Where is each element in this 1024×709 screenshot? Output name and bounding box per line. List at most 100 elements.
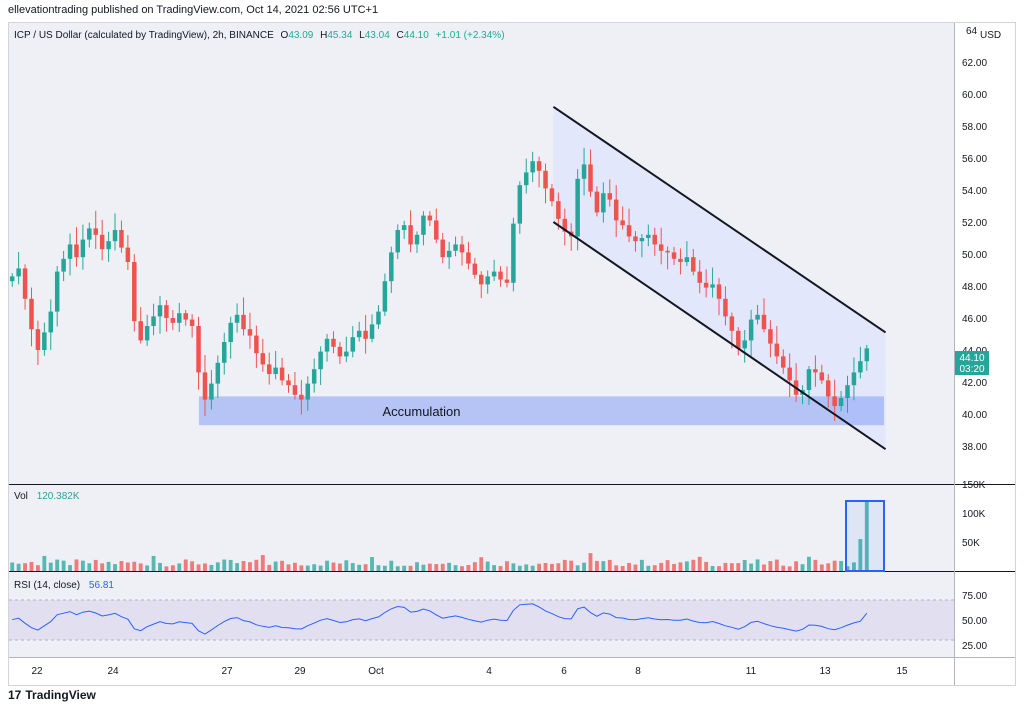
volume-bar	[594, 560, 599, 571]
volume-tick-label: 50K	[962, 538, 980, 549]
candle-body	[434, 220, 439, 240]
time-tick-label: 6	[561, 666, 567, 677]
volume-bar	[723, 562, 728, 571]
volume-bar	[395, 566, 400, 571]
volume-bar	[755, 559, 760, 571]
volume-bar	[170, 565, 175, 571]
change-value: +1.01 (+2.34%)	[436, 30, 505, 41]
volume-bar	[684, 561, 689, 571]
volume-bar	[665, 560, 670, 571]
volume-bar	[858, 539, 863, 571]
volume-bar	[299, 565, 304, 571]
volume-bar	[402, 565, 407, 571]
volume-bar	[710, 566, 715, 571]
price-axis[interactable]: 62.00 60.00 58.00 56.00 54.00 52.00 50.00 48.00…	[962, 58, 987, 453]
volume-bar	[100, 563, 105, 571]
volume-bar	[472, 562, 477, 571]
time-axis[interactable]: 22 24 27 29 Oct 4 6 8 11 13 15	[31, 666, 908, 677]
candle-body	[157, 305, 163, 317]
volume-label: Vol	[14, 491, 28, 502]
volume-bar	[415, 562, 419, 571]
candle-body	[530, 161, 535, 173]
candle-body	[119, 230, 124, 248]
volume-bar	[646, 565, 651, 571]
candle-body	[369, 324, 375, 339]
candle-body	[260, 353, 266, 365]
candle-body	[858, 361, 863, 373]
volume-bar	[440, 563, 445, 571]
footer-brand[interactable]: 17 TradingView	[8, 688, 96, 702]
volume-bar	[498, 566, 503, 571]
volume-bar	[832, 560, 837, 571]
volume-bar	[222, 559, 227, 571]
volume-bar	[151, 555, 156, 571]
volume-bar	[845, 566, 850, 571]
accumulation-zone[interactable]	[199, 396, 884, 426]
candle-body	[588, 164, 593, 192]
volume-bar	[408, 565, 413, 571]
candle-body	[601, 193, 606, 213]
volume-bar	[35, 565, 40, 571]
candle-body	[16, 268, 21, 277]
candle-body	[106, 241, 111, 250]
volume-bar	[672, 563, 676, 571]
candle-body	[151, 316, 156, 326]
channel-upper-line[interactable]	[552, 105, 887, 334]
volume-bar	[736, 563, 741, 571]
volume-bar	[29, 562, 34, 571]
candle-body	[286, 380, 291, 386]
volume-bar	[800, 564, 805, 571]
volume-bar	[659, 562, 664, 571]
candle-body	[646, 234, 651, 238]
volume-bar	[132, 561, 137, 571]
candle-body	[549, 188, 555, 202]
candle-body	[209, 383, 214, 400]
tradingview-logo-icon: 17	[8, 688, 22, 702]
volume-bar	[312, 564, 317, 571]
candle-body	[626, 225, 632, 237]
symbol-name: ICP / US Dollar (calculated by TradingVi…	[14, 30, 274, 41]
candle-body	[74, 244, 79, 258]
rsi-axis[interactable]: 75.00 50.00 25.00	[962, 591, 987, 652]
volume-axis[interactable]: 150K 100K 50K	[962, 480, 986, 549]
candle-body	[556, 201, 561, 219]
candle-body	[523, 172, 529, 186]
candle-body	[421, 215, 426, 235]
rsi-line[interactable]	[12, 603, 868, 635]
volume-bar	[357, 564, 362, 571]
volume-bar	[382, 565, 387, 571]
channel-lower-line[interactable]	[552, 221, 887, 451]
candle-body	[594, 191, 600, 213]
volume-bar	[228, 559, 233, 571]
volume-bar	[839, 560, 844, 571]
volume-bar	[183, 559, 188, 571]
price-tick-label: 52.00	[962, 218, 987, 229]
volume-highlight-box[interactable]	[845, 500, 885, 572]
volume-bar	[293, 562, 297, 571]
candle-body	[356, 330, 362, 338]
rsi-band	[9, 600, 954, 640]
candle-body	[806, 369, 812, 390]
candle-body	[228, 322, 233, 342]
candle-body	[93, 228, 98, 235]
candle-body	[748, 319, 754, 341]
candle-body	[504, 279, 510, 283]
candle-body	[125, 247, 131, 262]
volume-bar	[601, 561, 606, 571]
price-tick-label: 56.00	[962, 154, 987, 165]
candle-body	[87, 228, 92, 240]
candle-body	[42, 332, 47, 350]
candle-body	[633, 236, 638, 242]
volume-bar	[614, 565, 619, 571]
candle-body	[273, 367, 278, 374]
volume-bar	[582, 562, 586, 571]
brand-name: TradingView	[25, 688, 96, 702]
candle-body	[196, 326, 201, 373]
candle-body	[620, 220, 625, 226]
volume-bar	[691, 559, 696, 571]
symbol-legend: ICP / US Dollar (calculated by TradingVi…	[14, 30, 505, 41]
volume-bar	[729, 563, 734, 571]
volume-bar	[524, 564, 529, 571]
candle-body	[864, 348, 870, 362]
